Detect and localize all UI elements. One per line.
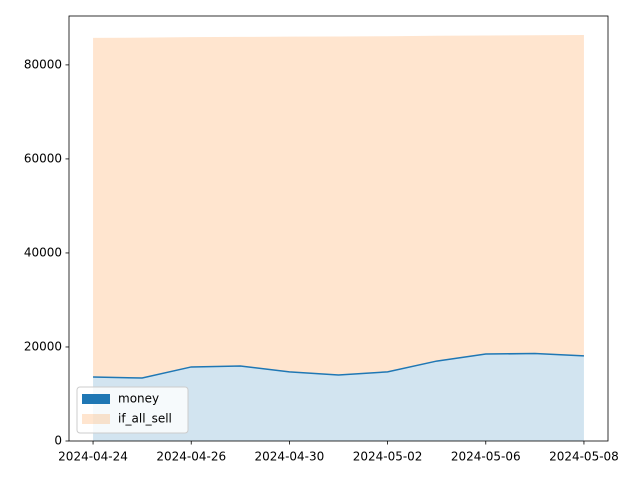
x-tick-label: 2024-04-26 (156, 450, 226, 464)
area (93, 353, 584, 441)
x-tick-label: 2024-05-08 (549, 450, 619, 464)
plot-frame (68, 15, 609, 442)
legend-label: if_all_sell (118, 412, 172, 426)
legend: money if_all_sell (76, 386, 189, 434)
legend-swatch (82, 414, 110, 424)
x-tick-label: 2024-05-02 (353, 450, 423, 464)
x-tick-label: 2024-05-06 (451, 450, 521, 464)
y-tick-label: 60000 (24, 151, 62, 165)
area (93, 35, 584, 379)
y-tick-label: 80000 (24, 57, 62, 71)
x-tick-label: 2024-04-30 (255, 450, 325, 464)
y-tick-label: 0 (54, 434, 62, 448)
legend-label: money (118, 392, 159, 406)
line (93, 352, 584, 379)
y-tick-label: 40000 (24, 245, 62, 259)
legend-swatch (82, 394, 110, 404)
x-tick-label: 2024-04-24 (58, 450, 128, 464)
y-tick-label: 20000 (24, 339, 62, 353)
